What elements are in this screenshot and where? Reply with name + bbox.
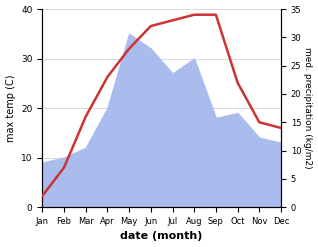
Y-axis label: max temp (C): max temp (C) [5,74,16,142]
Y-axis label: med. precipitation (kg/m2): med. precipitation (kg/m2) [303,47,313,169]
X-axis label: date (month): date (month) [121,231,203,242]
